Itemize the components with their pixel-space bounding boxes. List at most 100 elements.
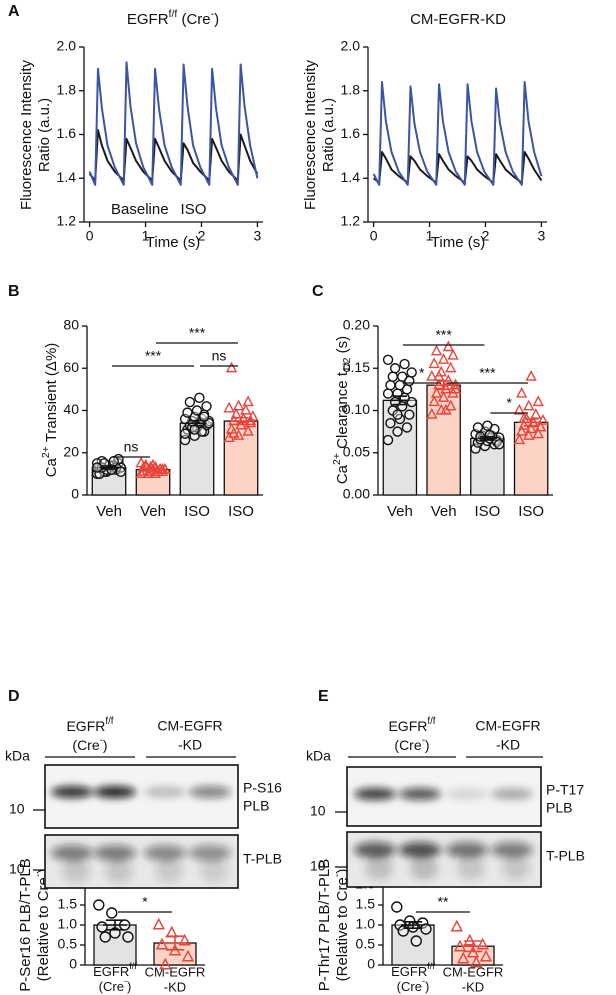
line-series xyxy=(372,151,543,184)
y-axis-title: (Relative to Cre-) xyxy=(331,869,351,982)
x-tick-label: 2 xyxy=(198,228,206,244)
data-point xyxy=(392,426,403,437)
x-tick-label: EGFRf/f xyxy=(391,961,435,979)
data-point xyxy=(385,379,396,391)
blot-group-label: CM-EGFR xyxy=(157,718,222,734)
data-point xyxy=(232,399,245,411)
blot-group-label: EGFRf/f xyxy=(388,716,435,734)
y-tick-label: 1.0 xyxy=(58,916,78,932)
y-tick-label: 0.00 xyxy=(343,486,370,502)
legend-label: ISO xyxy=(181,201,207,218)
y-tick-label: 1.8 xyxy=(57,81,77,97)
blot-smear xyxy=(105,859,133,883)
data-point xyxy=(532,427,544,439)
text-part: f/f xyxy=(129,961,137,971)
y-axis-title: Fluorescence Intensity xyxy=(18,59,35,210)
data-point xyxy=(482,420,493,431)
text-part: - xyxy=(331,873,343,877)
text-part: - xyxy=(100,735,103,746)
text-part: - xyxy=(32,873,44,877)
y-tick-label: 2.0 xyxy=(57,38,77,54)
x-tick-label: EGFRf/f xyxy=(93,961,137,979)
data-point xyxy=(191,405,203,416)
blot-band xyxy=(446,842,488,858)
blot-bands xyxy=(51,786,231,798)
data-point xyxy=(152,917,165,930)
y-tick-label: 1.6 xyxy=(341,125,361,141)
blot-bands xyxy=(51,845,231,883)
significance-label: * xyxy=(507,395,513,411)
blot-row-label: T-PLB xyxy=(546,848,585,864)
x-tick-label: 3 xyxy=(538,228,546,244)
data-point xyxy=(426,370,438,381)
blot-band xyxy=(399,788,441,800)
x-tick-label: Veh xyxy=(387,503,413,520)
panel-label: D xyxy=(8,688,20,705)
blot-row-label: P-S16 xyxy=(243,780,282,796)
data-point xyxy=(382,354,394,365)
blot-row-label: P-T17 xyxy=(546,782,584,798)
x-tick-label: 3 xyxy=(254,228,262,244)
data-point xyxy=(159,462,171,474)
x-tick-label: Veh xyxy=(96,503,122,520)
error-bar xyxy=(143,467,163,472)
line-series xyxy=(88,129,259,182)
error-bar xyxy=(231,416,251,426)
y-tick-label: 1.0 xyxy=(356,916,376,932)
y-tick-label: 0 xyxy=(69,956,77,972)
blot-smear xyxy=(502,856,530,880)
x-tick-label: ISO xyxy=(518,503,544,520)
data-point xyxy=(410,935,422,947)
x-tick-label: ISO xyxy=(184,503,210,520)
significance-label: *** xyxy=(145,348,162,364)
text-part: f/f xyxy=(169,8,178,20)
x-tick-label: ISO xyxy=(228,503,254,520)
data-point xyxy=(96,921,108,933)
data-point xyxy=(440,403,452,415)
data-point xyxy=(99,931,111,943)
data-point xyxy=(382,388,394,399)
data-point xyxy=(397,371,408,382)
y-tick-label: 0.5 xyxy=(356,936,376,952)
text-part: - xyxy=(422,735,425,746)
error-bar xyxy=(99,465,119,470)
blot-smear xyxy=(365,856,393,880)
panel-label: B xyxy=(8,283,20,300)
y-tick-label: 2.0 xyxy=(341,38,361,54)
data-point xyxy=(228,427,240,438)
blot-bands xyxy=(354,788,533,800)
data-point xyxy=(135,467,147,478)
y-tick-label: 1.8 xyxy=(341,81,361,97)
error-bar xyxy=(521,418,541,427)
legend-label: Baseline xyxy=(111,201,169,218)
blot-bands xyxy=(354,842,533,880)
data-point xyxy=(530,408,542,419)
x-tick-label: Veh xyxy=(140,503,166,520)
data-point xyxy=(525,370,537,381)
x-tick-label: ISO xyxy=(474,503,500,520)
y-tick-label: 1.2 xyxy=(341,213,361,229)
text-part: EGFR xyxy=(66,718,105,734)
blot-smear xyxy=(155,859,183,883)
text-part: f/f xyxy=(105,716,113,727)
blot-band xyxy=(144,786,186,798)
x-tick-label: CM-EGFR xyxy=(145,964,206,979)
error-bar xyxy=(477,435,497,441)
text-part: 2+ xyxy=(331,453,343,465)
data-point xyxy=(430,386,443,398)
y-tick-label: 1.6 xyxy=(57,125,77,141)
y-axis-title: Ratio (a.u.) xyxy=(36,98,53,172)
error-bar xyxy=(187,419,207,427)
y-tick-label: 0 xyxy=(367,956,375,972)
y-axis-title: Fluorescence Intensity xyxy=(302,59,319,210)
data-point xyxy=(223,401,235,413)
x-tick-label: CM-EGFR xyxy=(443,964,504,979)
text-part: Ca xyxy=(43,457,60,477)
text-part: ) xyxy=(425,979,429,994)
blot-band xyxy=(446,788,488,800)
x-axis-title: Time (s) xyxy=(431,234,485,251)
blot-group-label: EGFRf/f xyxy=(66,716,113,734)
text-part: (Cre xyxy=(394,737,421,753)
error-bar xyxy=(162,935,188,951)
data-point xyxy=(244,414,257,426)
